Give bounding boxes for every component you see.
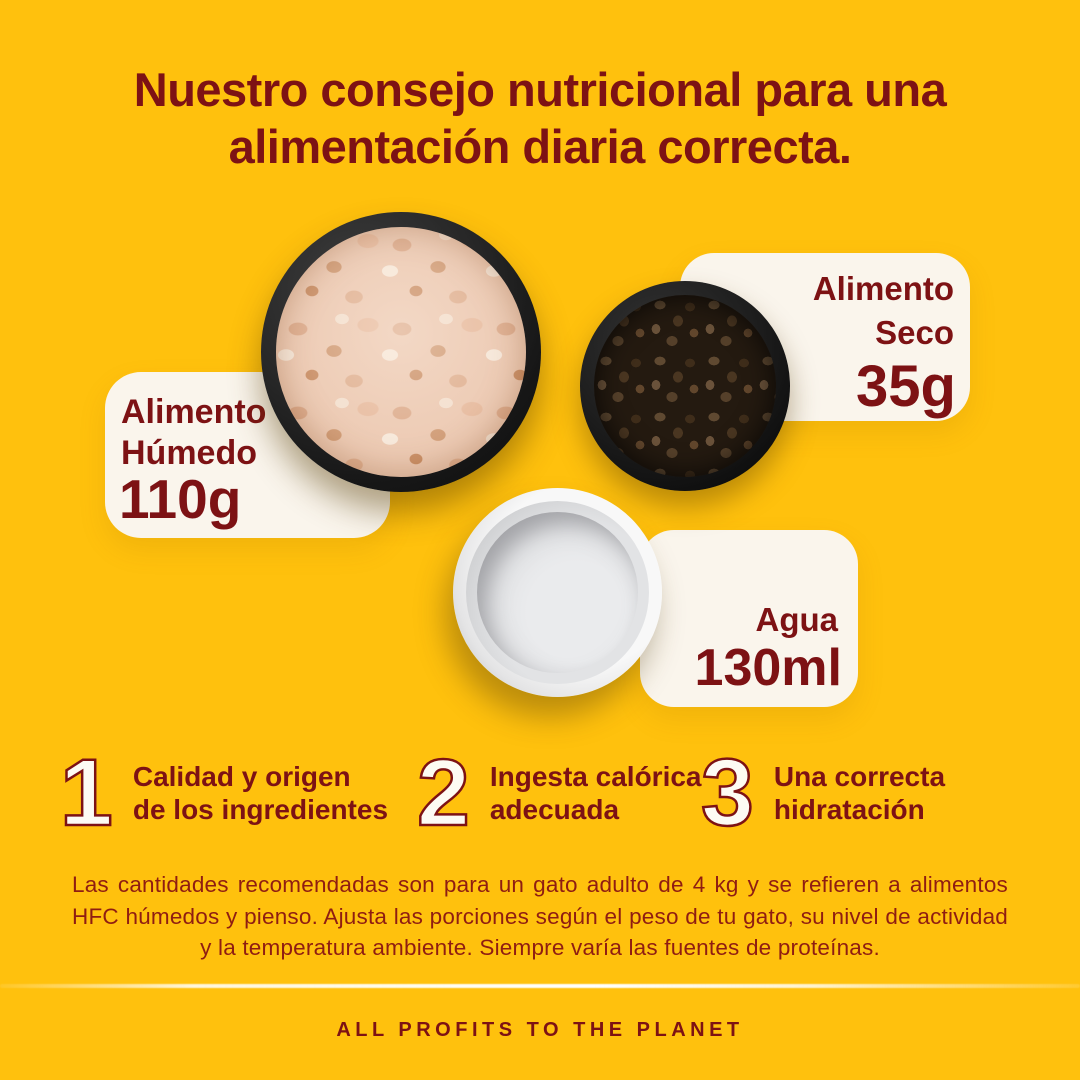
wet-food-content: [276, 227, 526, 477]
tip-2-label: Ingesta calórica adecuada: [490, 761, 702, 827]
headline-line-2: alimentación diaria correcta.: [228, 119, 852, 173]
water-amount: 130ml: [694, 639, 842, 697]
dry-food-name-line-1: Alimento: [812, 270, 954, 307]
footer-divider-line: [0, 984, 1080, 988]
dry-food-name-line-2: Seco: [875, 313, 954, 351]
tip-1: 1 Calidad y origen de los ingredientes: [59, 740, 388, 847]
dry-food-bowl-photo: [580, 281, 790, 491]
tip-1-label-line-2: de los ingredientes: [132, 794, 389, 825]
water-name: Agua: [755, 601, 839, 638]
headline: Nuestro consejo nutricional para una ali…: [0, 62, 1080, 176]
headline-line-1: Nuestro consejo nutricional para una: [133, 63, 947, 116]
tip-3-number: 3: [700, 740, 755, 847]
water-bowl-photo: [453, 488, 662, 697]
tip-3: 3 Una correcta hidratación: [700, 740, 945, 847]
dry-food-amount: 35g: [856, 354, 956, 419]
wet-food-amount: 110g: [119, 468, 242, 530]
wet-food-name: Alimento Húmedo: [121, 392, 266, 474]
tip-2-label-line-1: Ingesta calórica: [489, 761, 702, 793]
tip-3-label-line-2: hidratación: [773, 794, 925, 825]
water-card: Agua 130ml: [640, 530, 858, 707]
tip-1-label-line-1: Calidad y origen: [132, 761, 351, 793]
dry-food-name: Alimento Seco: [694, 267, 954, 354]
tip-2-label-line-2: adecuada: [489, 794, 620, 825]
wet-food-name-line-1: Alimento: [121, 393, 267, 431]
tip-2: 2 Ingesta calórica adecuada: [416, 740, 702, 847]
tips-row: 1 Calidad y origen de los ingredientes 2…: [0, 740, 1080, 847]
tip-3-label: Una correcta hidratación: [774, 761, 945, 827]
footer-tagline: ALL PROFITS TO THE PLANET: [336, 1019, 744, 1041]
tip-2-number: 2: [416, 740, 471, 847]
tip-3-label-line-1: Una correcta: [773, 761, 946, 793]
wet-food-name-line-2: Húmedo: [121, 433, 257, 472]
disclaimer-text: Las cantidades recomendadas son para un …: [72, 872, 1008, 960]
wet-food-bowl-photo: [261, 212, 541, 492]
tip-1-number: 1: [59, 740, 114, 847]
kibble-content: [594, 295, 776, 477]
tip-1-label: Calidad y origen de los ingredientes: [133, 761, 388, 827]
water-content: [477, 512, 638, 673]
